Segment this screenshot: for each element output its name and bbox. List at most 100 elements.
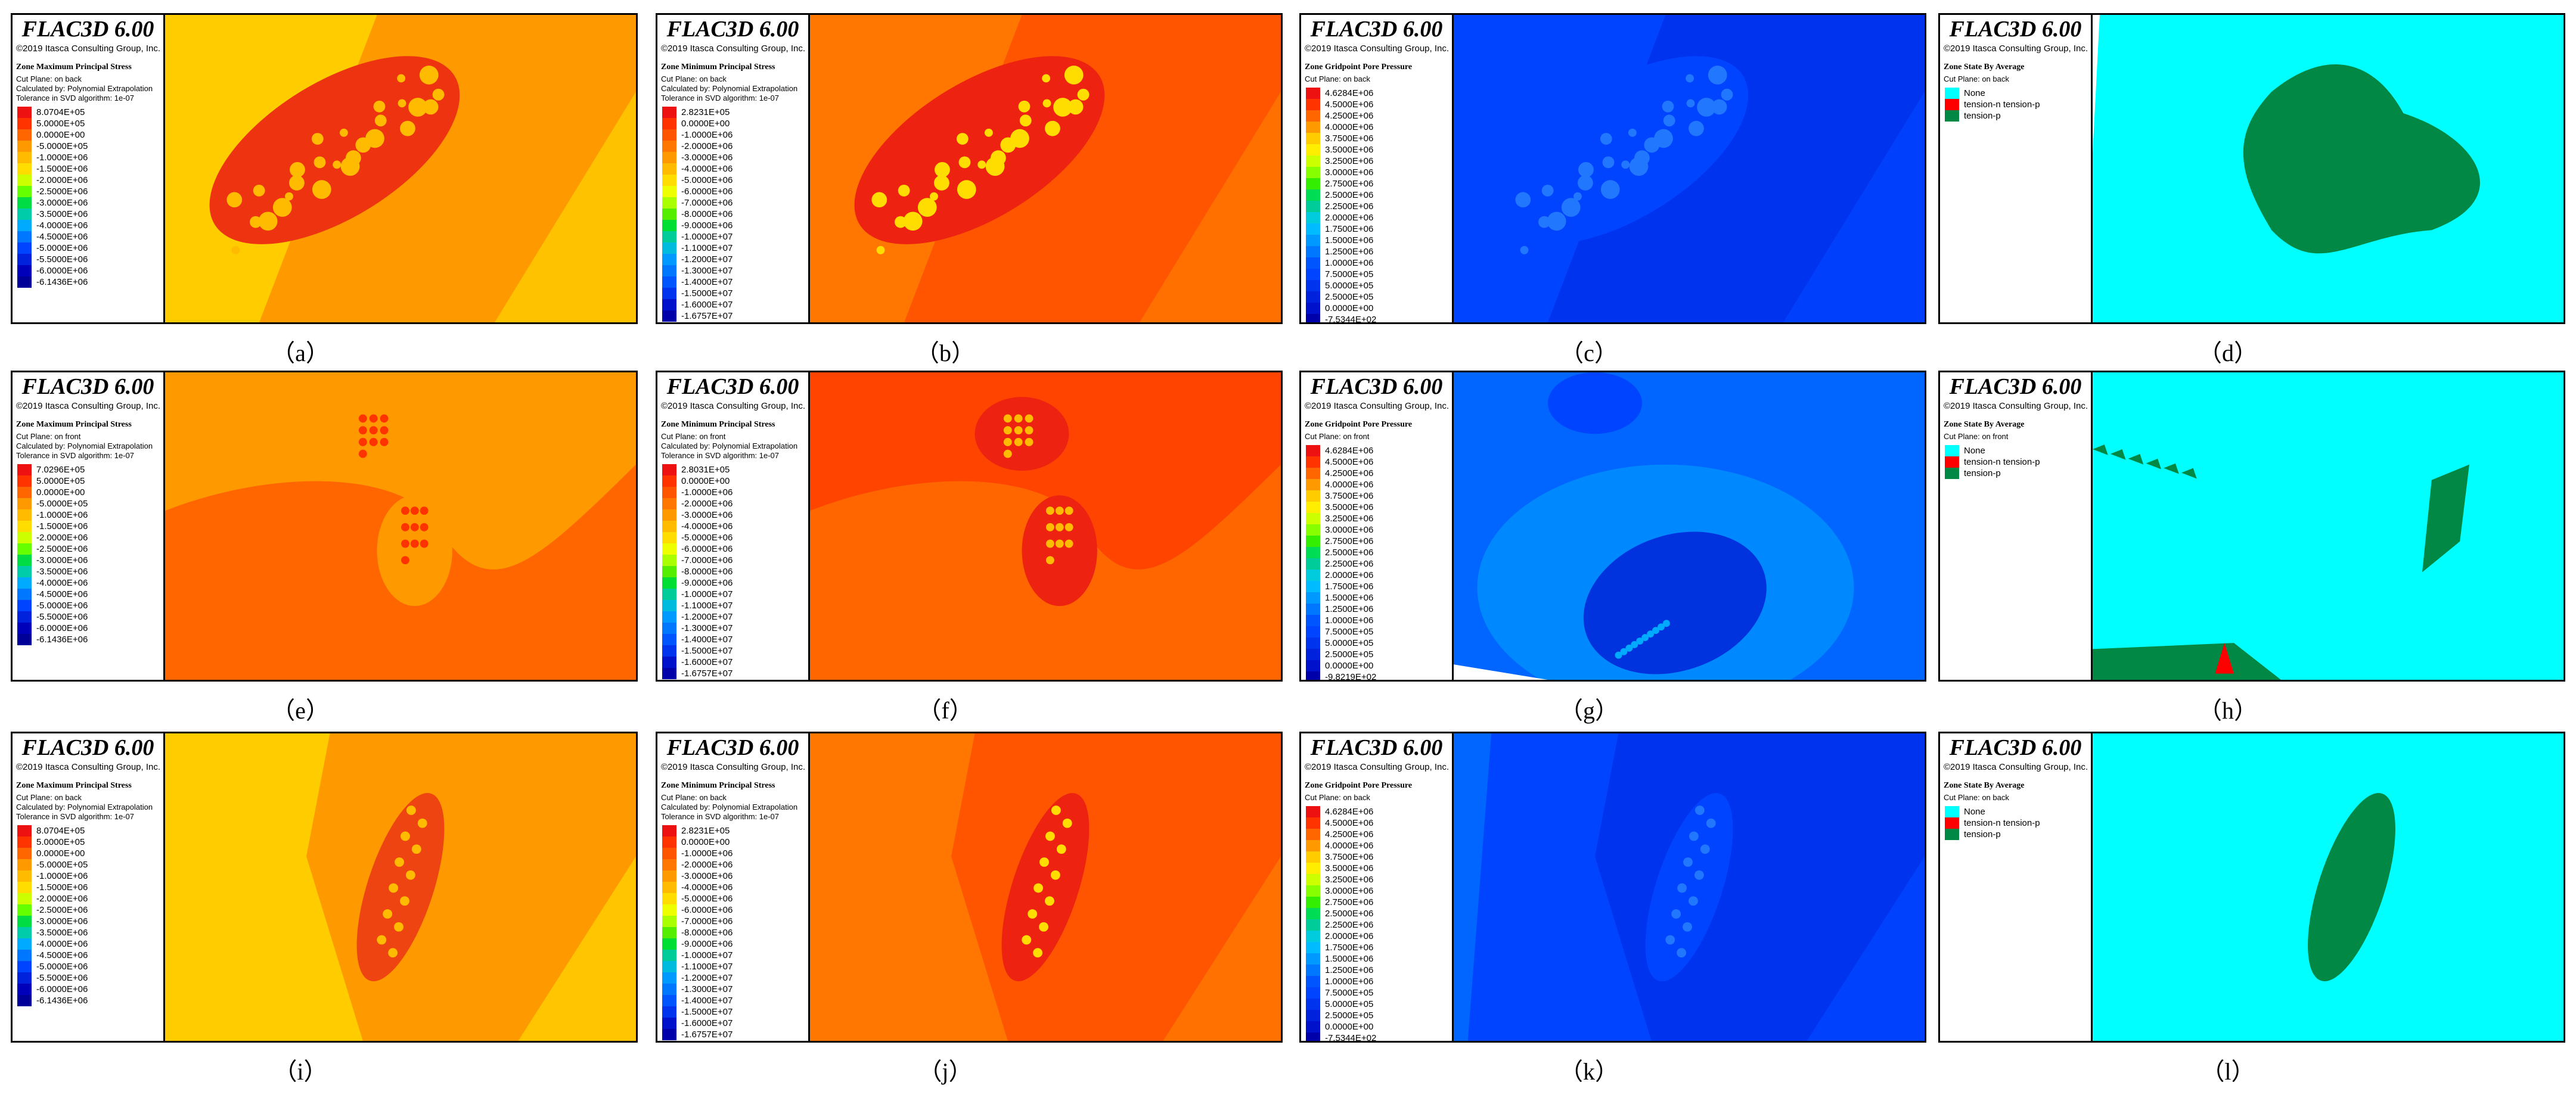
legend-swatch xyxy=(662,972,676,984)
legend-label: -4.0000E+06 xyxy=(681,164,733,174)
plot-frame: FLAC3D 6.00 ©2019 Itasca Consulting Group… xyxy=(1938,732,2565,1043)
cavity-spot xyxy=(917,198,937,217)
quantity-label: Zone Maximum Principal Stress xyxy=(16,781,132,790)
blank-zone xyxy=(1454,664,1548,680)
legend-swatch xyxy=(1306,660,1320,671)
legend-swatch xyxy=(1306,110,1320,122)
cavity-spot xyxy=(1018,100,1031,113)
quantity-label: Zone Maximum Principal Stress xyxy=(16,420,132,429)
cut-label: Cut Plane: on front xyxy=(16,432,81,441)
legend-swatch xyxy=(1306,223,1320,235)
legend-label: 0.0000E+00 xyxy=(36,130,85,140)
legend-label: -1.5000E+07 xyxy=(681,646,733,656)
cavity-spot xyxy=(1602,156,1615,169)
legend-label: 1.5000E+06 xyxy=(1325,954,1374,964)
legend-label: -1.2000E+07 xyxy=(681,973,733,983)
contour-plot xyxy=(2093,372,2563,680)
legend-label: 1.0000E+06 xyxy=(1325,977,1374,987)
cavity-spot xyxy=(1064,523,1073,531)
figure-panel-l: FLAC3D 6.00 ©2019 Itasca Consulting Group… xyxy=(1938,732,2565,1085)
tension-zone xyxy=(2243,64,2480,254)
legend-label: -1.0000E+06 xyxy=(36,871,88,881)
legend-label: -1.0000E+06 xyxy=(681,130,733,140)
legend-box: FLAC3D 6.00 ©2019 Itasca Consulting Group… xyxy=(657,372,810,680)
cavity-spot xyxy=(1683,922,1692,932)
legend-label: -5.5000E+06 xyxy=(36,254,88,265)
contour-plot xyxy=(2093,15,2563,322)
legend-label: 4.6284E+06 xyxy=(1325,807,1374,817)
legend-swatch xyxy=(662,916,676,927)
legend-swatch xyxy=(1306,524,1320,536)
cavity-spot xyxy=(395,857,404,867)
legend-box: FLAC3D 6.00 ©2019 Itasca Consulting Group… xyxy=(13,372,165,680)
cavity-spot xyxy=(1677,948,1687,958)
cut-label: Cut Plane: on back xyxy=(1305,793,1370,802)
tension-zone xyxy=(2146,458,2162,469)
legend-label: 2.8031E+05 xyxy=(681,465,730,475)
legend-label: 5.0000E+05 xyxy=(1325,638,1374,648)
cavity-spot xyxy=(1003,449,1012,458)
cavity-spot xyxy=(401,539,409,548)
legend-label: 3.0000E+06 xyxy=(1325,167,1374,178)
legend-label: -2.5000E+06 xyxy=(36,544,88,554)
tol-label: Tolerance in SVD algorithm: 1e-07 xyxy=(661,812,779,821)
excavation-zone xyxy=(209,56,460,244)
legend-label: -5.0000E+05 xyxy=(36,499,88,509)
cut-label: Cut Plane: on back xyxy=(1944,793,2009,802)
cavity-spot xyxy=(432,88,445,101)
cavity-spot xyxy=(394,922,404,932)
excavation-zone xyxy=(974,397,1069,471)
legend-swatch xyxy=(1306,235,1320,246)
legend-swatch xyxy=(17,186,32,197)
cavity-spot xyxy=(871,192,887,208)
tension-zone xyxy=(2181,468,2197,479)
cavity-spot xyxy=(1042,74,1051,83)
software-title: FLAC3D 6.00 xyxy=(1949,17,2082,42)
cavity-spot xyxy=(1694,870,1704,880)
cavity-spot xyxy=(1077,88,1090,101)
cavity-spot xyxy=(956,133,969,145)
legend-swatch xyxy=(662,265,676,276)
legend-swatch xyxy=(1306,817,1320,829)
tol-label: Tolerance in SVD algorithm: 1e-07 xyxy=(16,812,134,821)
legend-swatch xyxy=(1306,547,1320,558)
legend-box: FLAC3D 6.00 ©2019 Itasca Consulting Group… xyxy=(1301,15,1454,322)
cavity-spot xyxy=(398,99,406,108)
cavity-spot xyxy=(401,523,409,531)
legend-box: FLAC3D 6.00 ©2019 Itasca Consulting Group… xyxy=(1301,733,1454,1041)
legend-swatch xyxy=(1306,570,1320,581)
legend-swatch xyxy=(17,242,32,254)
cavity-spot xyxy=(1600,133,1612,145)
cavity-spot xyxy=(311,133,324,145)
legend-label: -3.5000E+06 xyxy=(36,567,88,577)
legend-swatch xyxy=(1306,976,1320,987)
cavity-spot xyxy=(1686,99,1695,108)
legend-swatch xyxy=(17,870,32,882)
cavity-spot xyxy=(930,192,938,201)
tol-label: Tolerance in SVD algorithm: 1e-07 xyxy=(661,94,779,102)
cavity-spot xyxy=(1615,651,1622,659)
excavation-zone xyxy=(2308,793,2395,981)
legend-label: 1.7500E+06 xyxy=(1325,224,1374,234)
legend-swatch xyxy=(17,611,32,623)
plot-frame: FLAC3D 6.00 ©2019 Itasca Consulting Group… xyxy=(1938,371,2565,682)
legend-swatch xyxy=(17,634,32,645)
legend-label: tension-n tension-p xyxy=(1964,99,2040,110)
excavation-zone xyxy=(1022,495,1097,607)
field-zone xyxy=(1783,92,1925,322)
legend-label: -6.0000E+06 xyxy=(36,623,88,633)
legend-label: -7.0000E+06 xyxy=(681,555,733,565)
legend-swatch xyxy=(662,532,676,543)
legend-label: 2.5000E+05 xyxy=(1325,649,1374,660)
legend-box: FLAC3D 6.00 ©2019 Itasca Consulting Group… xyxy=(13,15,165,322)
legend-label: -6.1436E+06 xyxy=(36,635,88,645)
legend-label: -1.4000E+07 xyxy=(681,635,733,645)
cavity-spot xyxy=(1658,623,1665,631)
legend-swatch xyxy=(662,288,676,299)
cut-label: Cut Plane: on back xyxy=(16,793,82,802)
cavity-spot xyxy=(1629,157,1649,176)
cavity-spot xyxy=(1600,180,1620,199)
cavity-spot xyxy=(369,414,378,423)
legend-label: -3.0000E+06 xyxy=(681,510,733,520)
legend-label: 2.2500E+06 xyxy=(1325,201,1374,212)
